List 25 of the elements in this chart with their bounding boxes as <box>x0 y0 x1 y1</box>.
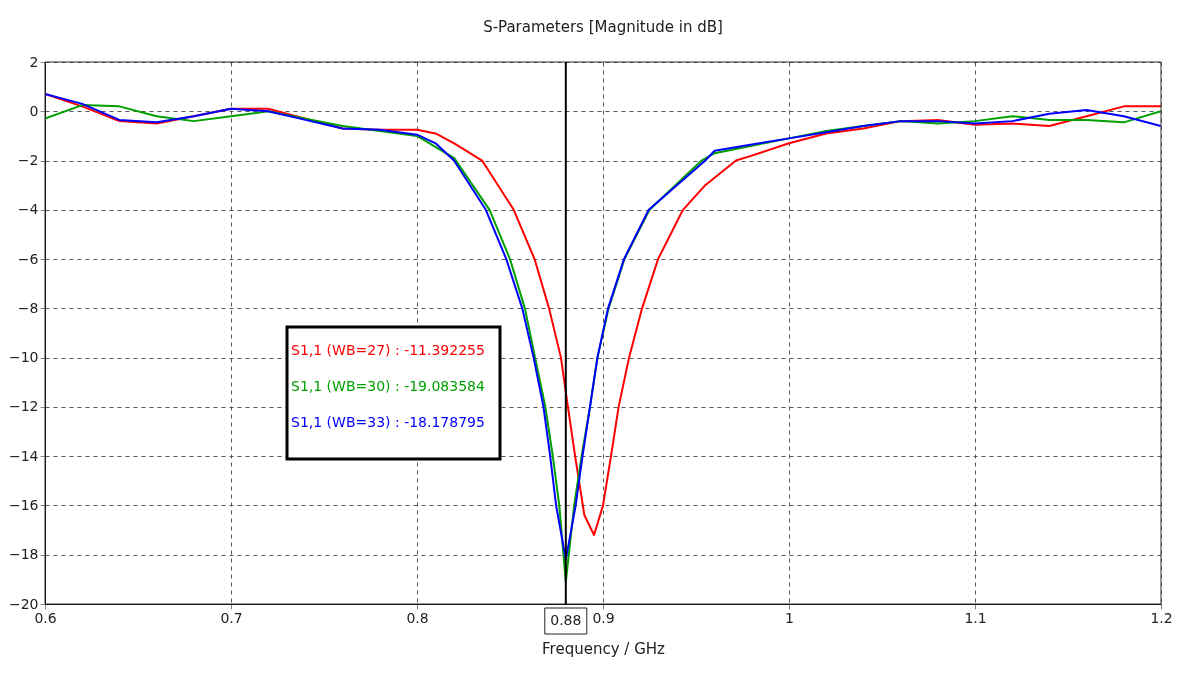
y-tick-label: −16 <box>8 496 39 513</box>
x-tick-label: 0.7 <box>220 609 243 626</box>
x-tick-label: 1.1 <box>964 609 987 626</box>
y-tick-label: −8 <box>17 299 39 316</box>
y-tick-label: 2 <box>29 53 39 70</box>
y-tick-label: −6 <box>17 250 39 267</box>
y-tick-label: −14 <box>8 447 39 464</box>
y-tick-label: −10 <box>8 349 39 366</box>
x-tick-label: 0.9 <box>592 609 615 626</box>
y-tick-label: −4 <box>17 201 39 218</box>
text: S1,1 (WB=27) : -11.392255 <box>291 342 485 358</box>
chart-title: S-Parameters [Magnitude in dB] <box>483 18 723 36</box>
ref-line-label: 0.88 <box>550 612 582 628</box>
y-tick-label: −2 <box>17 152 39 169</box>
text: S1,1 (WB=30) : -19.083584 <box>291 378 485 394</box>
x-tick-label: 0.6 <box>34 609 57 626</box>
y-tick-label: −18 <box>8 546 39 563</box>
x-tick-label: 1 <box>785 609 794 626</box>
y-tick-label: −20 <box>8 595 39 612</box>
y-tick-label: −12 <box>8 398 39 415</box>
text: S1,1 (WB=33) : -18.178795 <box>291 414 485 430</box>
x-tick-label: 1.2 <box>1150 609 1173 626</box>
y-tick-label: 0 <box>29 102 39 119</box>
x-axis-title: Frequency / GHz <box>542 639 666 658</box>
x-tick-label: 0.8 <box>406 609 429 626</box>
